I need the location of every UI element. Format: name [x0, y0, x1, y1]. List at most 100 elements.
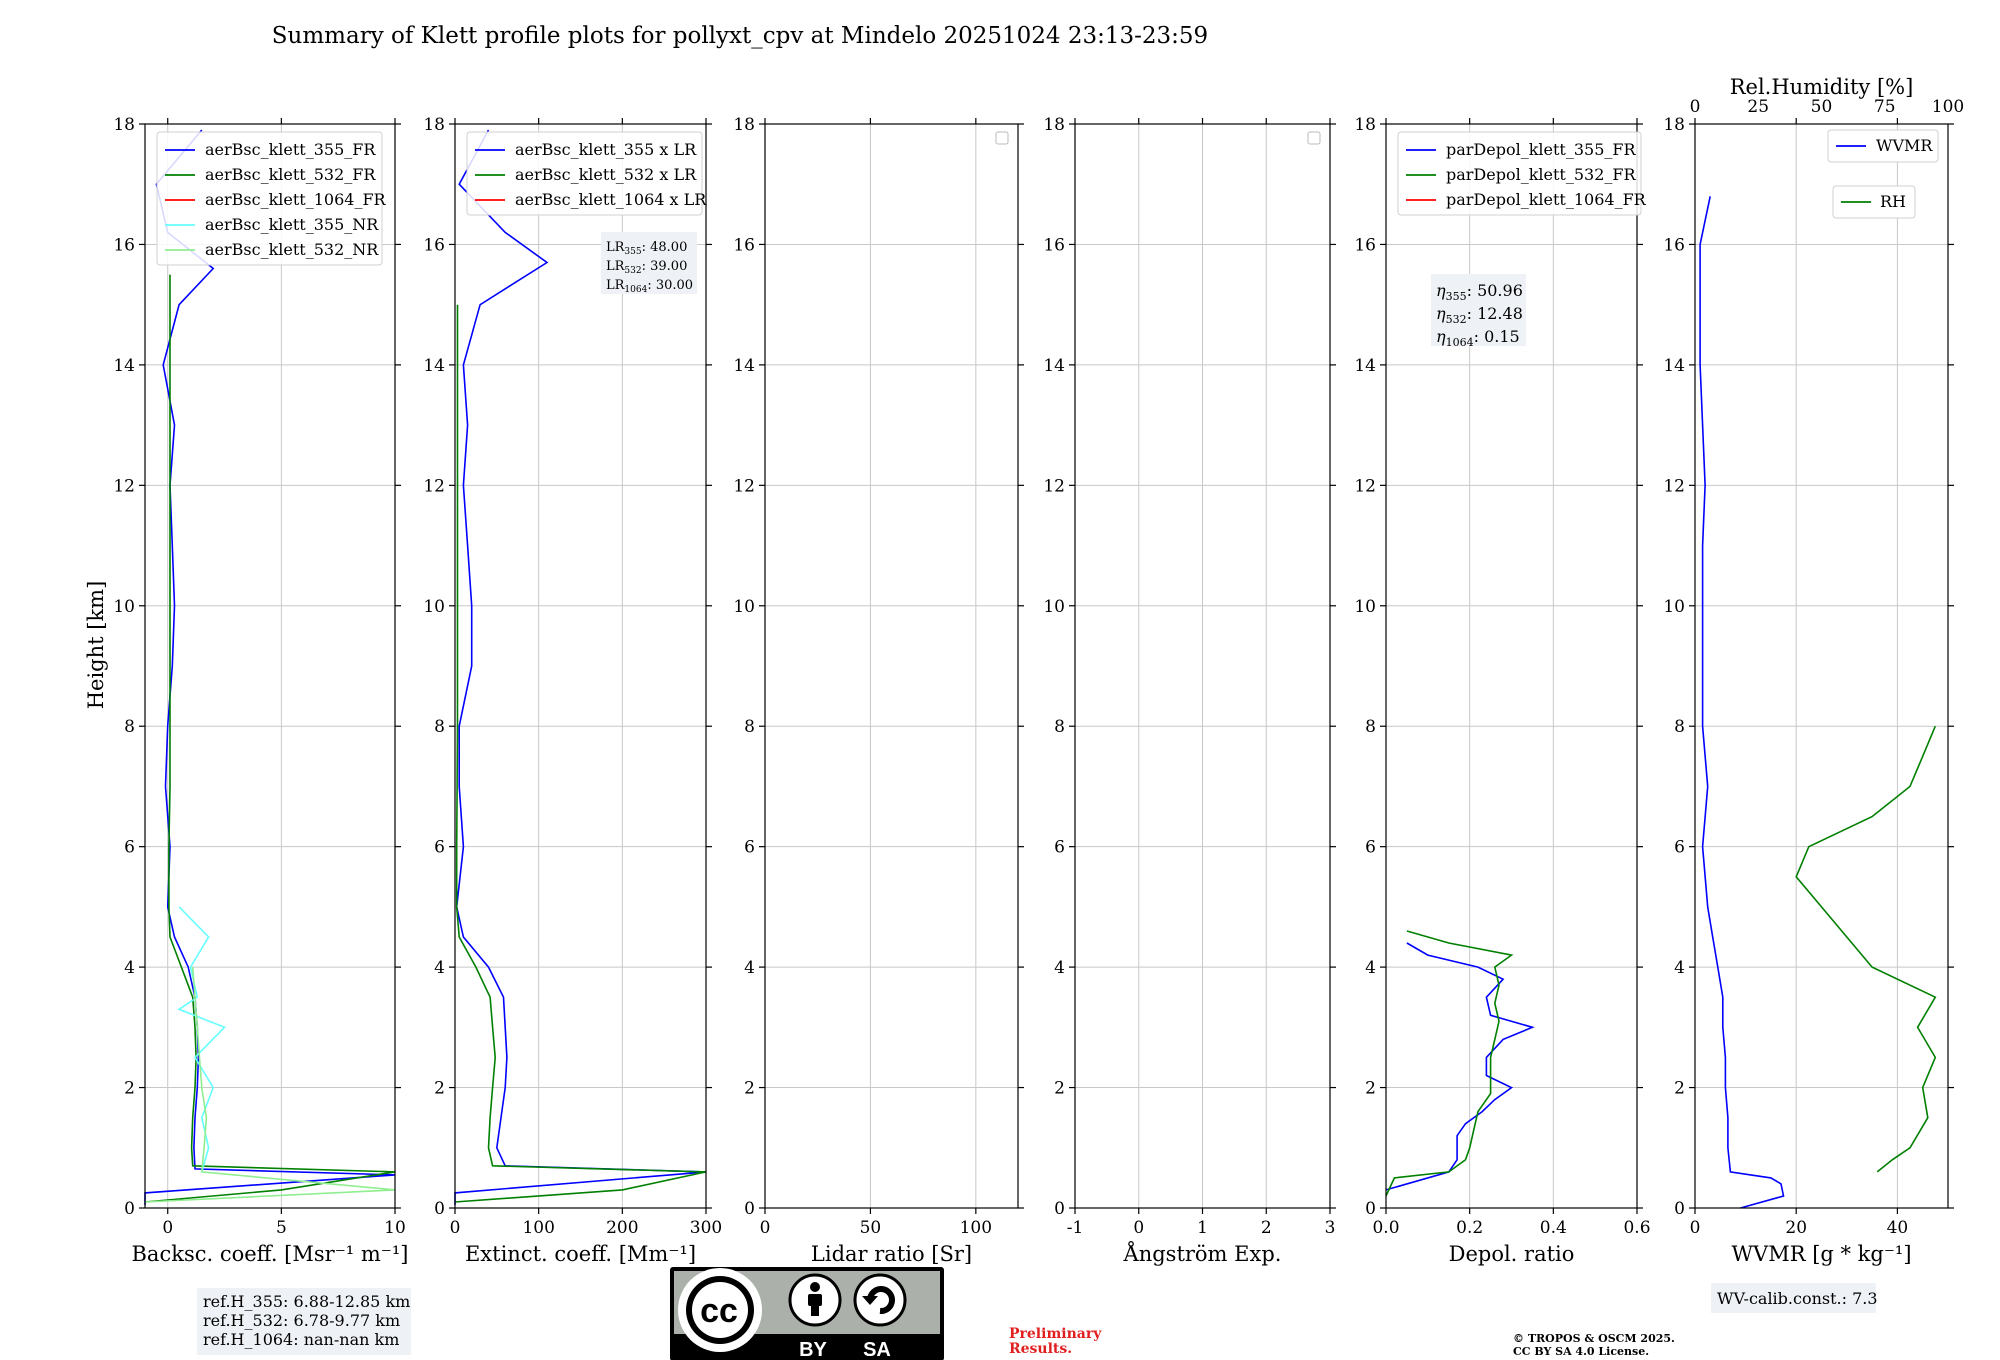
wv-calib-text: WV-calib.const.: 7.3	[1717, 1289, 1878, 1308]
y-tick-label: 8	[434, 717, 445, 737]
panel-6: 0 20 40 0 2 4 6 8 10 12 14 16 18 WVMR [g * kg⁻¹] 0 25 50…	[1663, 75, 1964, 1266]
y-tick-label: 12	[1043, 476, 1065, 496]
y-tick-label: 8	[1054, 717, 1065, 737]
y-tick-label: 12	[1354, 476, 1376, 496]
y-tick-label: 2	[124, 1079, 135, 1099]
y-tick-label: 14	[1354, 356, 1376, 376]
x-axis-label: Extinct. coeff. [Mm⁻¹]	[465, 1242, 696, 1266]
y-tick-label: 16	[423, 235, 445, 255]
figure-title: Summary of Klett profile plots for polly…	[272, 23, 1208, 49]
y-tick-label: 0	[434, 1199, 445, 1219]
legend-label: aerBsc_klett_532_FR	[205, 165, 376, 184]
x-tick-label: 0	[450, 1218, 461, 1238]
y-tick-label: 10	[113, 597, 135, 617]
lr-part: 532	[624, 266, 641, 276]
legend-box	[466, 131, 703, 216]
y-tick-label: 8	[744, 717, 755, 737]
y-tick-label: 12	[423, 476, 445, 496]
legend-label: parDepol_klett_1064_FR	[1446, 190, 1647, 209]
lr-part: : 48.00	[642, 240, 688, 255]
legend-label: aerBsc_klett_1064_FR	[205, 190, 387, 209]
y-tick-label: 8	[1674, 717, 1685, 737]
empty-legend-marker	[995, 131, 1009, 145]
x-tick-label: 0	[1133, 1218, 1144, 1238]
x-tick-label: 100	[522, 1218, 554, 1238]
x-tick-label: 0	[760, 1218, 771, 1238]
eta-part: : 50.96	[1467, 281, 1523, 300]
eta-line: η355: 50.96	[1436, 281, 1523, 303]
y-tick-label: 18	[113, 115, 135, 135]
eta-part: η	[1436, 304, 1446, 323]
legend-label: parDepol_klett_532_FR	[1446, 165, 1637, 184]
top-x-tick-label: 100	[1932, 97, 1964, 117]
y-tick-label: 10	[1663, 597, 1685, 617]
plot-frame	[1694, 123, 1949, 1209]
preliminary-line-1: Preliminary	[1009, 1326, 1102, 1342]
y-tick-label: 4	[744, 958, 755, 978]
x-axis-label: WVMR [g * kg⁻¹]	[1731, 1242, 1911, 1266]
x-tick-label: 0.6	[1623, 1218, 1650, 1238]
series-line-aerbsc-klett-355-x-lr	[454, 129, 707, 1205]
y-tick-label: 0	[744, 1199, 755, 1219]
legend-label: aerBsc_klett_1064 x LR	[515, 190, 707, 209]
y-tick-label: 4	[434, 958, 445, 978]
cc-by-text: BY	[799, 1339, 827, 1360]
lr-part: LR	[606, 278, 626, 293]
top-x-tick-label: 25	[1747, 97, 1769, 117]
series-line-aerbsc-klett-355-fr	[144, 129, 396, 1205]
x-tick-label: 0	[1690, 1218, 1701, 1238]
y-tick-label: 10	[423, 597, 445, 617]
series-line-aerbsc-klett-532-nr	[144, 967, 396, 1203]
x-tick-label: -1	[1067, 1218, 1084, 1238]
ref-line-355: ref.H_355: 6.88-12.85 km	[203, 1292, 410, 1311]
y-tick-label: 0	[124, 1199, 135, 1219]
series-line-aerbsc-klett-532-fr	[144, 274, 396, 1203]
copyright-line-2: CC BY SA 4.0 License.	[1513, 1345, 1649, 1358]
y-tick-label: 14	[733, 356, 755, 376]
x-axis-label: Backsc. coeff. [Msr⁻¹ m⁻¹]	[132, 1242, 409, 1266]
y-tick-label: 2	[1674, 1079, 1685, 1099]
wv-calib-box: WV-calib.const.: 7.3	[1711, 1283, 1878, 1313]
eta-part: : 0.15	[1474, 327, 1520, 346]
y-tick-label: 0	[1365, 1199, 1376, 1219]
y-tick-label: 16	[113, 235, 135, 255]
y-tick-label: 6	[1054, 838, 1065, 858]
cc-logo-text: cc	[700, 1292, 738, 1330]
x-tick-label: 200	[606, 1218, 638, 1238]
y-tick-label: 18	[423, 115, 445, 135]
y-tick-label: 2	[744, 1079, 755, 1099]
plot-frame	[454, 123, 707, 1209]
y-tick-label: 10	[733, 597, 755, 617]
top-x-tick-label: 50	[1811, 97, 1833, 117]
eta-part: : 12.48	[1467, 304, 1523, 323]
legend-box	[1827, 129, 1939, 163]
y-tick-label: 2	[1365, 1079, 1376, 1099]
lr-part: LR	[606, 259, 626, 274]
panel-1: 0 5 10 0 2 4 6 8 10 12 14 16 18 Backsc. coeff. [Msr⁻¹…	[113, 115, 408, 1266]
ref-line-532: ref.H_532: 6.78-9.77 km	[203, 1311, 400, 1330]
y-tick-label: 2	[1054, 1079, 1065, 1099]
legend: parDepol_klett_355_FR parDepol_klett_532_…	[1397, 131, 1647, 216]
x-tick-label: 50	[860, 1218, 882, 1238]
y-tick-label: 4	[1365, 958, 1376, 978]
y-tick-label: 10	[1354, 597, 1376, 617]
copyright-line-1: © TROPOS & OSCM 2025.	[1513, 1332, 1675, 1345]
y-tick-label: 12	[733, 476, 755, 496]
legend-box	[1397, 131, 1642, 216]
x-tick-label: 3	[1325, 1218, 1336, 1238]
eta-box-bg	[1431, 274, 1526, 346]
y-tick-label: 4	[124, 958, 135, 978]
series-line-pardepol-klett-355-fr	[1385, 942, 1535, 1191]
by-person-icon	[788, 1273, 842, 1327]
legend-wvmr: WVMR	[1827, 129, 1939, 163]
panel-5: 0.0 0.2 0.4 0.6 0 2 4 6 8 10 12 14 16 18 Depol. ratio	[1354, 115, 1650, 1266]
x-tick-label: 0.2	[1456, 1218, 1483, 1238]
y-tick-label: 14	[1663, 356, 1685, 376]
y-tick-label: 16	[1043, 235, 1065, 255]
x-tick-label: 0.4	[1540, 1218, 1567, 1238]
x-tick-label: 5	[276, 1218, 287, 1238]
